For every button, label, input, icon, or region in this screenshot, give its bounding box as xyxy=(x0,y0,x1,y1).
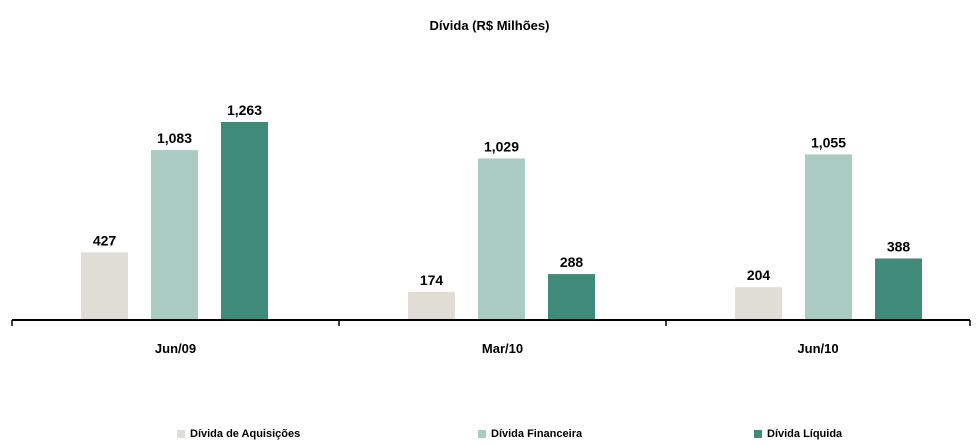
x-tick-label: Mar/10 xyxy=(482,341,523,356)
data-label: 388 xyxy=(887,238,911,254)
bar xyxy=(81,252,128,319)
legend-label-liquida: Dívida Líquida xyxy=(767,428,843,440)
legend-item-financeira: Dívida Financeira xyxy=(478,428,582,440)
data-label: 288 xyxy=(560,254,584,270)
data-label: 427 xyxy=(93,232,117,248)
bar xyxy=(805,154,852,319)
bar xyxy=(478,158,525,319)
bar xyxy=(735,287,782,319)
legend-item-aquisicoes: Dívida de Aquisições xyxy=(177,428,300,440)
data-label: 1,263 xyxy=(227,102,262,118)
bar xyxy=(408,291,455,319)
legend-swatch-financeira xyxy=(478,430,486,438)
data-label: 204 xyxy=(747,267,771,283)
data-label: 1,029 xyxy=(484,138,519,154)
bar xyxy=(151,150,198,319)
legend-label-financeira: Dívida Financeira xyxy=(491,428,583,440)
data-label: 1,083 xyxy=(157,130,192,146)
legend-item-liquida: Dívida Líquida xyxy=(754,428,842,440)
x-tick-label: Jun/10 xyxy=(797,341,838,356)
data-label: 1,055 xyxy=(811,134,846,150)
bar xyxy=(221,122,268,319)
legend-label-aquisicoes: Dívida de Aquisições xyxy=(190,428,301,440)
bar xyxy=(875,258,922,319)
legend-swatch-liquida xyxy=(754,430,762,438)
legend-swatch-aquisicoes xyxy=(177,430,185,438)
x-tick-label: Jun/09 xyxy=(155,341,196,356)
data-label: 174 xyxy=(420,272,444,288)
chart-title: Dívida (R$ Milhões) xyxy=(429,18,550,33)
bar xyxy=(548,274,595,319)
